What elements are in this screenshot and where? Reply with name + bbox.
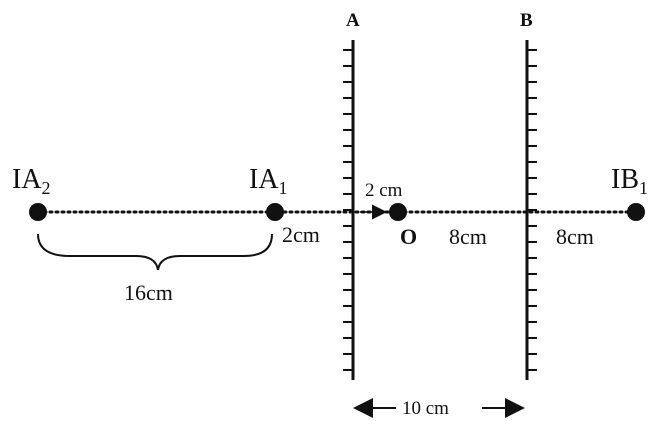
label-ib1: IB1 bbox=[611, 164, 648, 198]
distance-brace: 16cm bbox=[124, 280, 173, 305]
point-o bbox=[389, 203, 407, 221]
label-ia2-base: IA bbox=[12, 164, 42, 195]
mirror-a-hatching bbox=[343, 49, 353, 371]
point-ia1 bbox=[266, 203, 284, 221]
label-ia1: IA1 bbox=[249, 164, 288, 198]
label-ia1-sub: 1 bbox=[279, 178, 288, 198]
label-o: O bbox=[400, 224, 417, 249]
label-ib1-base: IB bbox=[611, 164, 639, 195]
brace-16cm bbox=[37, 233, 273, 271]
mirror-b-hatching bbox=[527, 49, 537, 371]
label-ia2: IA2 bbox=[12, 164, 51, 198]
point-ia2 bbox=[29, 203, 47, 221]
label-ia2-sub: 2 bbox=[42, 178, 51, 198]
distance-o-to-b: 8cm bbox=[449, 224, 487, 249]
point-ib1 bbox=[627, 203, 645, 221]
label-ia1-base: IA bbox=[249, 164, 279, 195]
distance-a-to-o: 2 cm bbox=[365, 180, 403, 201]
distance-mirror-gap: 10 cm bbox=[402, 398, 449, 419]
mirror-a bbox=[343, 40, 355, 380]
mirror-b bbox=[525, 40, 537, 380]
distance-ia1-to-a: 2cm bbox=[282, 222, 320, 247]
mirror-a-label: A bbox=[346, 10, 360, 31]
label-ib1-sub: 1 bbox=[639, 178, 648, 198]
mirror-b-label: B bbox=[520, 10, 533, 31]
distance-b-to-ib1: 8cm bbox=[556, 224, 594, 249]
